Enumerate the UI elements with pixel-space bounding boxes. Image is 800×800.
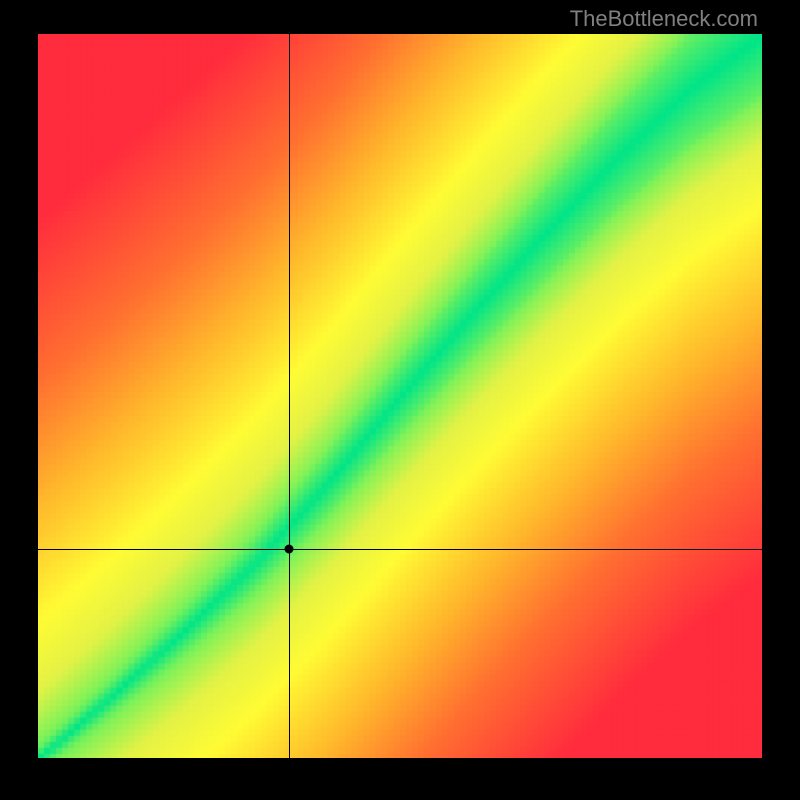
heatmap-plot <box>38 34 762 758</box>
heatmap-canvas <box>38 34 762 758</box>
crosshair-horizontal <box>38 549 762 550</box>
watermark-text: TheBottleneck.com <box>570 6 758 32</box>
marker-point <box>284 545 293 554</box>
crosshair-vertical <box>289 34 290 758</box>
